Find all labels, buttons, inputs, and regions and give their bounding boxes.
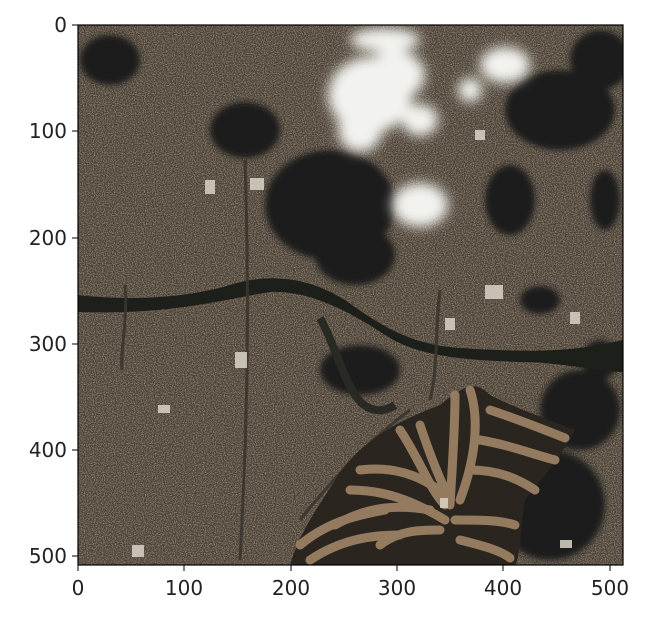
y-axis: [72, 24, 78, 557]
x-axis: [77, 565, 611, 571]
x-tick-label: 300: [378, 576, 416, 600]
y-tick-label: 200: [29, 226, 67, 250]
cloud-cover: [328, 28, 530, 227]
x-tick-label: 400: [484, 576, 522, 600]
x-tick-label: 200: [272, 576, 310, 600]
x-tick-label: 0: [72, 576, 85, 600]
y-tick-label: 100: [29, 119, 67, 143]
y-tick-label: 400: [29, 438, 67, 462]
plot-frame: [77, 24, 624, 566]
x-tick-label: 100: [165, 576, 203, 600]
y-tick-label: 500: [29, 544, 67, 568]
y-tick-label: 300: [29, 332, 67, 356]
y-tick-label: 0: [54, 13, 67, 37]
golf-course: [290, 385, 575, 565]
x-tick-label: 500: [591, 576, 629, 600]
satellite-image: [78, 25, 623, 565]
